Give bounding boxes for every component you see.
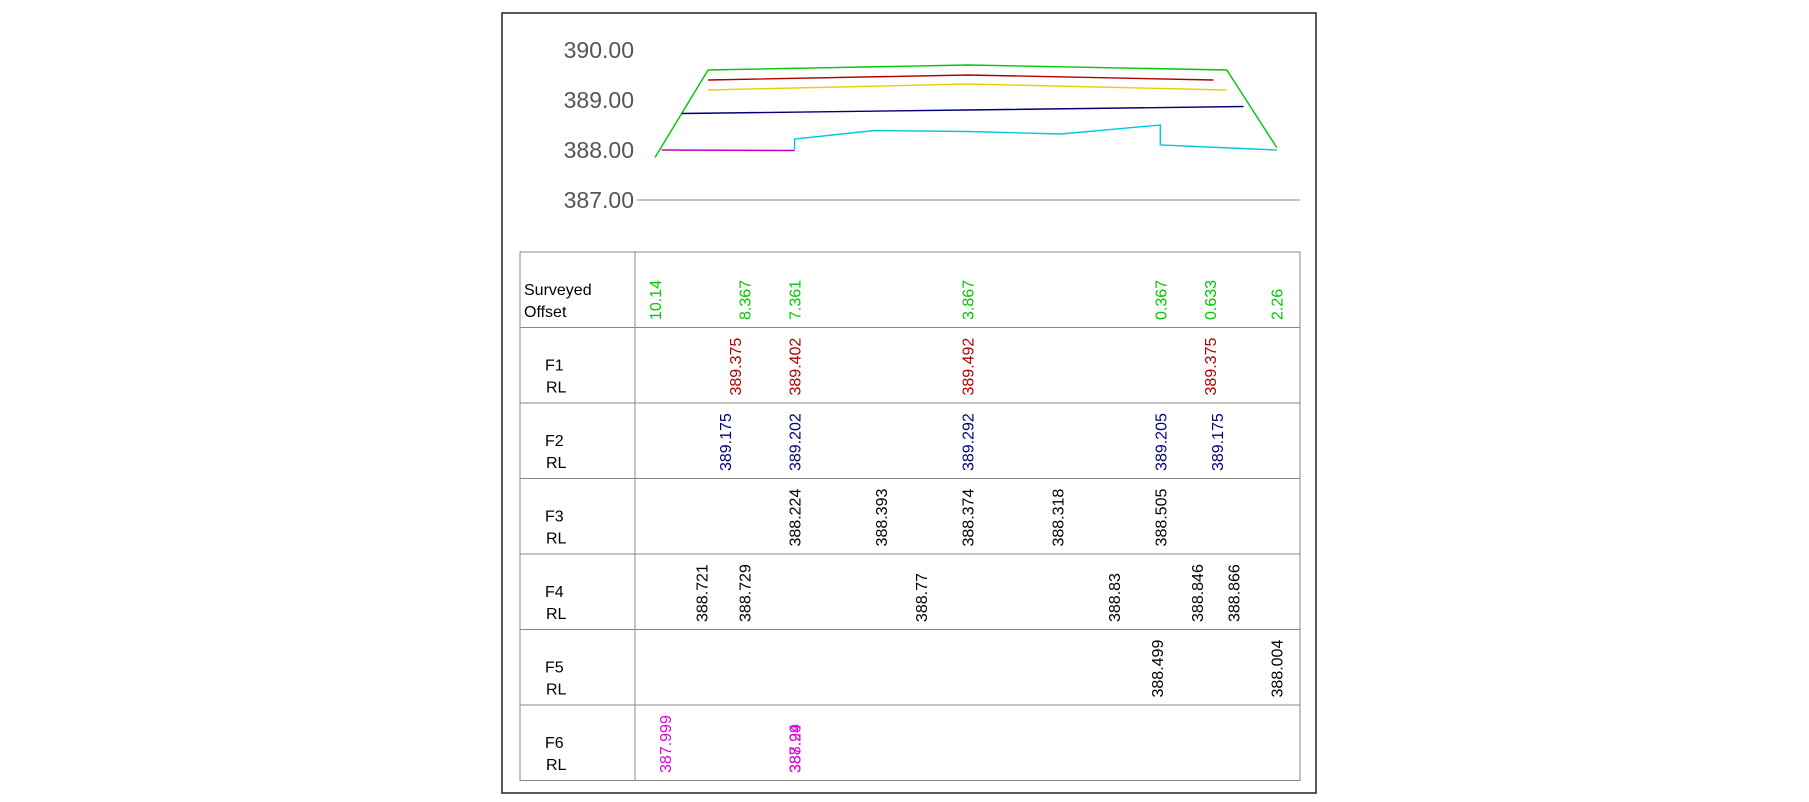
row-label-f2: F2 [545, 433, 564, 450]
row-sublabel-f2: RL [546, 455, 567, 472]
series-line-yellow [708, 83, 1227, 91]
row-sublabel-f6: RL [546, 757, 567, 774]
row-sublabel-f1: RL [546, 380, 567, 397]
row-label-f5: F5 [545, 660, 564, 677]
value-f4: 388.729 [738, 564, 755, 622]
y-tick-label: 390.00 [564, 37, 634, 63]
row-sublabel-f3: RL [546, 531, 567, 548]
series-line-f6 [661, 149, 795, 152]
value-surveyed: 0.633 [1203, 280, 1220, 320]
value-f6: 387.99 [788, 724, 805, 773]
section-chart: 390.00 389.00 388.00 387.00 [564, 37, 1300, 213]
value-f2: 389.175 [1210, 413, 1227, 471]
value-f6: 387.999 [658, 715, 675, 773]
value-f3: 388.318 [1050, 489, 1067, 547]
y-tick-label: 387.00 [564, 187, 634, 213]
value-f4: 388.866 [1227, 564, 1244, 622]
row-label-f4: F4 [545, 584, 564, 601]
value-f1: 389.402 [788, 338, 805, 396]
row-sublabel-f5: RL [546, 682, 567, 699]
value-surveyed: 2.26 [1270, 289, 1287, 320]
series-line-top [654, 64, 1278, 158]
value-f3: 388.224 [788, 489, 805, 547]
series-line-f3 [793, 124, 1277, 151]
value-f5: 388.499 [1150, 640, 1167, 698]
value-f2: 389.205 [1153, 413, 1170, 471]
row-label-f3: F3 [545, 509, 564, 526]
value-f1: 389.492 [961, 338, 978, 396]
value-f6: 388.24 [788, 724, 805, 773]
series-line-f1 [708, 74, 1214, 81]
table-frame [519, 251, 1301, 781]
value-f4: 388.721 [695, 564, 712, 622]
value-surveyed: 10.14 [648, 280, 665, 320]
value-f2: 389.292 [961, 413, 978, 471]
value-surveyed: 0.367 [1153, 280, 1170, 320]
y-tick-label: 388.00 [564, 137, 634, 163]
y-tick-label: 389.00 [564, 87, 634, 113]
sheet-border [501, 12, 1317, 794]
value-surveyed: 7.361 [788, 280, 805, 320]
value-f2: 389.202 [788, 413, 805, 471]
value-surveyed: 8.367 [738, 280, 755, 320]
value-f2: 389.175 [718, 413, 735, 471]
row-label-f1: F1 [545, 358, 564, 375]
value-f4: 388.846 [1190, 564, 1207, 622]
value-f3: 388.374 [961, 489, 978, 547]
value-f4: 388.77 [914, 573, 931, 622]
value-f5: 388.004 [1270, 640, 1287, 698]
value-surveyed: 3.867 [961, 280, 978, 320]
value-f3: 388.393 [874, 489, 891, 547]
value-f4: 388.83 [1107, 573, 1124, 622]
series-line-f2 [681, 105, 1244, 115]
row-label-surveyed: Surveyed [524, 282, 592, 299]
value-f3: 388.505 [1153, 489, 1170, 547]
value-f1: 389.375 [728, 338, 745, 396]
value-f1: 389.375 [1203, 338, 1220, 396]
row-sublabel-surveyed: Offset [524, 304, 567, 321]
row-label-f6: F6 [545, 735, 564, 752]
row-sublabel-f4: RL [546, 606, 567, 623]
section-table: Surveyed Offset 10.14 8.367 7.361 3.867 0.367 0… [519, 251, 1301, 781]
